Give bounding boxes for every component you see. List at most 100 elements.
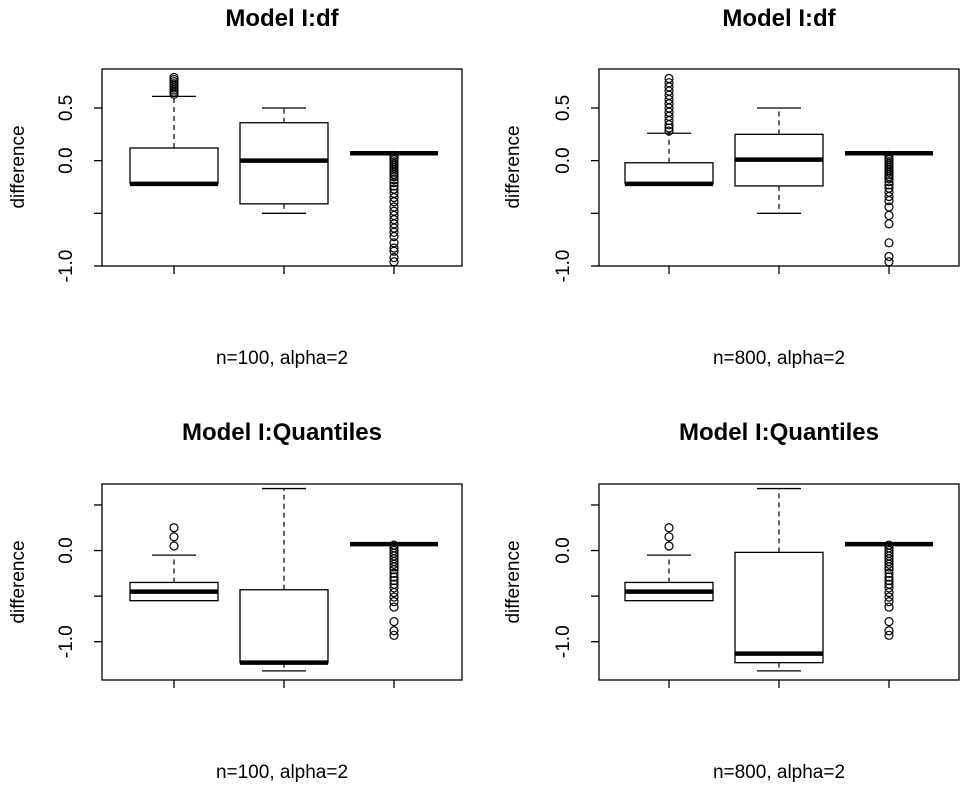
chart-title: Model I:Quantiles [182,419,382,446]
outlier-point [389,592,399,602]
outlier-point [389,175,399,185]
outlier-point [389,559,399,569]
outlier-point [389,565,399,575]
outlier-point [664,523,674,533]
y-tick-label: -1.0 [56,625,77,658]
x-axis-label: n=100, alpha=2 [216,348,348,369]
outlier-point [884,238,894,248]
box-3 [350,150,438,267]
outlier-point [884,196,894,206]
outlier-point [884,583,894,593]
outlier-point [389,562,399,572]
outlier-point [389,231,399,242]
y-tick-label: -1.0 [553,250,574,283]
outlier-point [884,173,894,184]
panel-bottom-right: Model I:Quantiles n=800, alpha=2 differe… [503,419,960,783]
chart-title: Model I:Quantiles [679,419,879,446]
outlier-point [389,257,399,267]
outlier-point [664,541,674,551]
panel-top-left: Model I:df n=100, alpha=2 difference 0.5… [8,5,463,369]
outlier-point [884,219,894,229]
panel-bottom-left: Model I:Quantiles n=100, alpha=2 differe… [8,419,463,783]
box-2 [734,107,824,214]
outlier-point [389,583,399,593]
outlier-point [884,626,894,636]
outlier-point [389,171,399,182]
outlier-point [884,559,894,569]
outlier-point [169,532,179,542]
chart-title: Model I:df [225,5,339,32]
outlier-point [664,532,674,542]
outlier-point [884,180,894,190]
outlier-point [884,576,894,586]
outlier-point [884,630,894,640]
y-axis-label: difference [503,125,524,208]
panel-top-right: Model I:df n=800, alpha=2 difference 0.5… [503,5,960,369]
outlier-point [169,72,179,83]
outlier-point [884,562,894,572]
y-tick-label: -1.0 [56,250,77,283]
outlier-point [884,617,894,627]
y-tick-label: 0.0 [56,147,77,173]
y-tick-label: 0.0 [56,537,77,563]
outlier-point [884,257,894,267]
outlier-point [884,592,894,602]
outlier-point [884,565,894,575]
plot-frame [101,68,463,267]
x-axis-label: n=800, alpha=2 [713,348,845,369]
y-axis-label: difference [8,540,29,623]
outlier-point [884,210,894,221]
outlier-point [884,568,894,578]
outlier-point [389,602,399,612]
outlier-point [884,572,894,582]
outlier-point [664,123,674,133]
outlier-point [389,568,399,578]
box-1 [624,523,714,602]
y-tick-label: -1.0 [553,625,574,658]
y-tick-label: 0.0 [553,147,574,173]
y-axis-label: difference [8,125,29,208]
y-tick-label: 0.5 [553,95,574,121]
plot-frame [598,68,960,267]
box-iqr [239,122,329,205]
box-iqr [734,551,824,664]
plot-frame [101,483,463,681]
box-3 [350,540,438,640]
outlier-point [389,617,399,627]
outlier-point [389,243,399,253]
outlier-point [884,587,894,598]
outlier-point [884,602,894,612]
outlier-point [389,587,399,598]
outlier-point [389,181,399,191]
outlier-point [664,73,674,84]
chart-title: Model I:df [722,5,836,32]
y-tick-label: 0.0 [553,537,574,563]
box-2 [734,487,824,672]
outlier-point [664,78,674,88]
box-1 [129,523,219,602]
y-tick-label: 0.5 [56,95,77,121]
outlier-point [389,246,399,256]
box-2 [239,487,329,672]
outlier-point [884,596,894,607]
outlier-point [389,227,399,237]
outlier-point [389,192,399,203]
outlier-point [884,177,894,187]
y-axis-label: difference [503,540,524,623]
x-axis-label: n=800, alpha=2 [713,762,845,783]
outlier-point [389,630,399,640]
box-1 [624,73,714,187]
outlier-point [389,572,399,582]
outlier-point [884,191,894,202]
box-iqr [239,589,329,664]
outlier-point [884,251,894,262]
outlier-point [389,197,399,207]
outlier-point [389,576,399,586]
outlier-point [169,541,179,551]
x-axis-label: n=100, alpha=2 [216,762,348,783]
box-1 [129,72,219,187]
outlier-point [389,596,399,607]
outlier-point [389,178,399,188]
outlier-point [169,523,179,533]
